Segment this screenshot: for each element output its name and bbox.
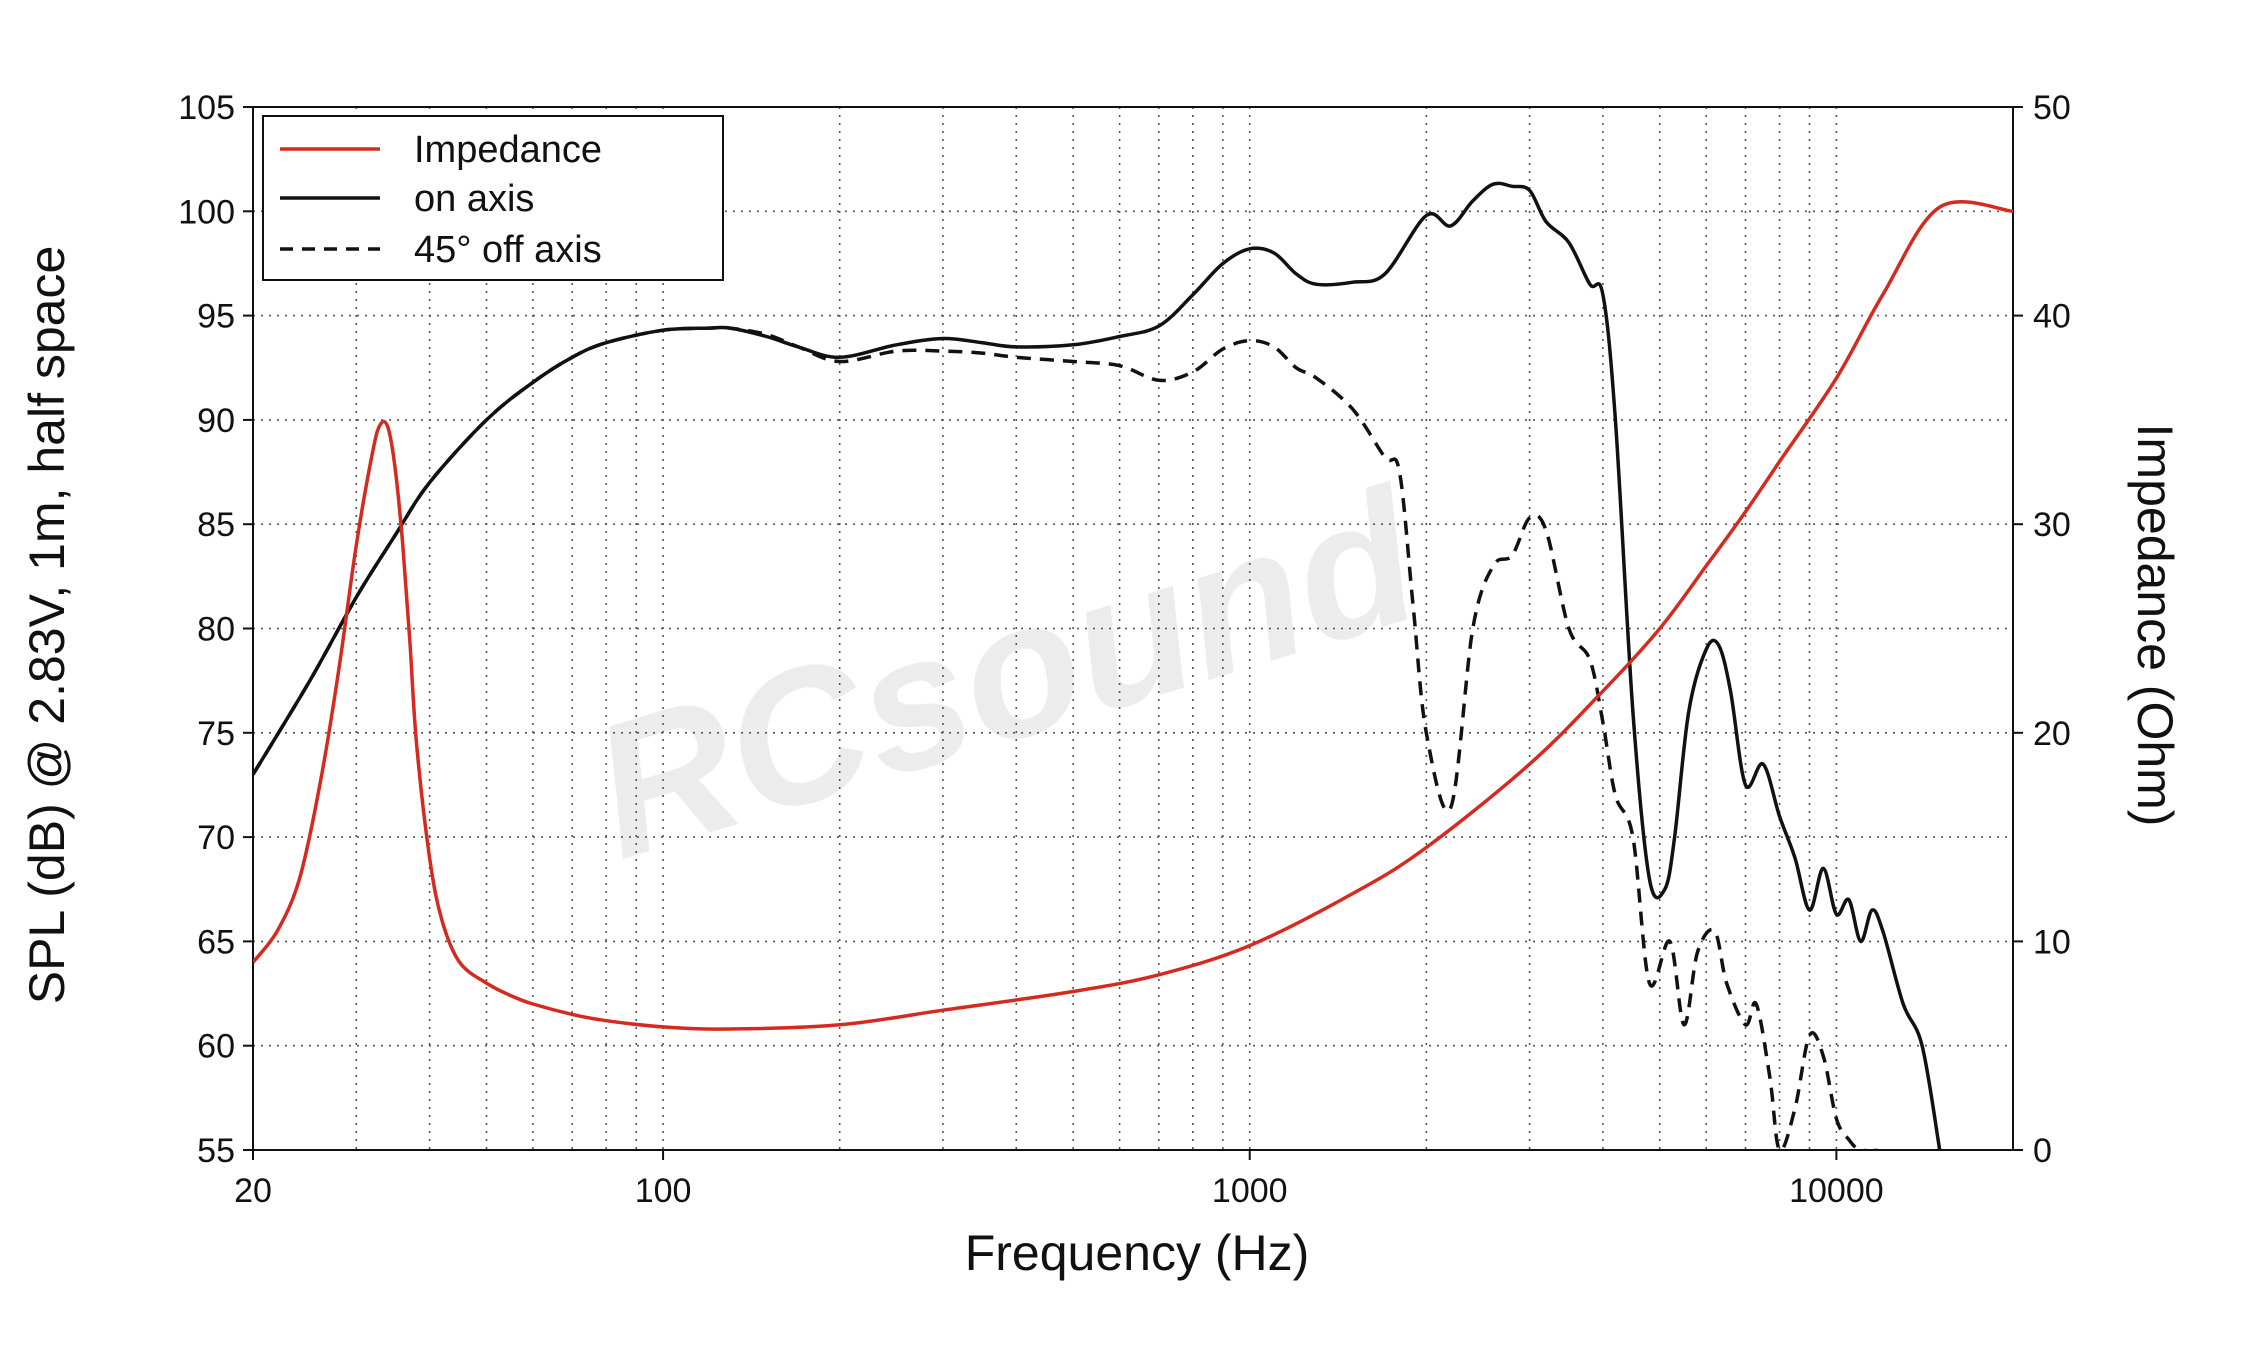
y-right-tick-label: 20 [2033,715,2071,753]
y-axis-left-label: SPL (dB) @ 2.83V, 1m, half space [19,246,75,1005]
y-left-tick-label: 55 [197,1132,235,1170]
legend-label-on-axis: on axis [414,178,534,220]
y-right-tick-label: 50 [2033,89,2071,127]
watermark-text: RCsound [570,448,1443,899]
series-lines [253,181,2013,1150]
impedance-line [253,199,2013,1031]
legend-label-impedance: Impedance [414,129,602,171]
y-left-tick-label: 65 [197,923,235,961]
x-tick-label: 100 [635,1172,692,1210]
y-axis-right-label: Impedance (Ohm) [2127,424,2183,827]
legend-label-off-axis: 45° off axis [414,229,602,271]
tick-labels: 20 100 1000 1000010510095908580757065605550… [178,89,2071,1210]
y-left-tick-label: 80 [197,611,235,649]
x-tick-label: 10000 [1789,1172,1884,1210]
watermark-logo: RCsound [570,448,1443,899]
x-tick-label: 1000 [1212,1172,1288,1210]
y-left-tick-label: 100 [178,193,235,231]
y-left-tick-label: 95 [197,298,235,336]
on-axis-line [253,181,1942,1150]
y-left-tick-label: 105 [178,89,235,127]
y-right-tick-label: 40 [2033,298,2071,336]
y-right-tick-label: 30 [2033,506,2071,544]
grid-lines [253,107,2013,1150]
y-left-tick-label: 85 [197,506,235,544]
y-left-tick-label: 70 [197,819,235,857]
x-tick-label: 20 [234,1172,272,1210]
y-right-tick-label: 0 [2033,1132,2052,1170]
y-left-tick-label: 90 [197,402,235,440]
y-left-tick-label: 75 [197,715,235,753]
legend: Impedance on axis 45° off axis [262,115,724,281]
x-axis-label: Frequency (Hz) [965,1225,1310,1281]
y-left-tick-label: 60 [197,1028,235,1066]
y-right-tick-label: 10 [2033,923,2071,961]
